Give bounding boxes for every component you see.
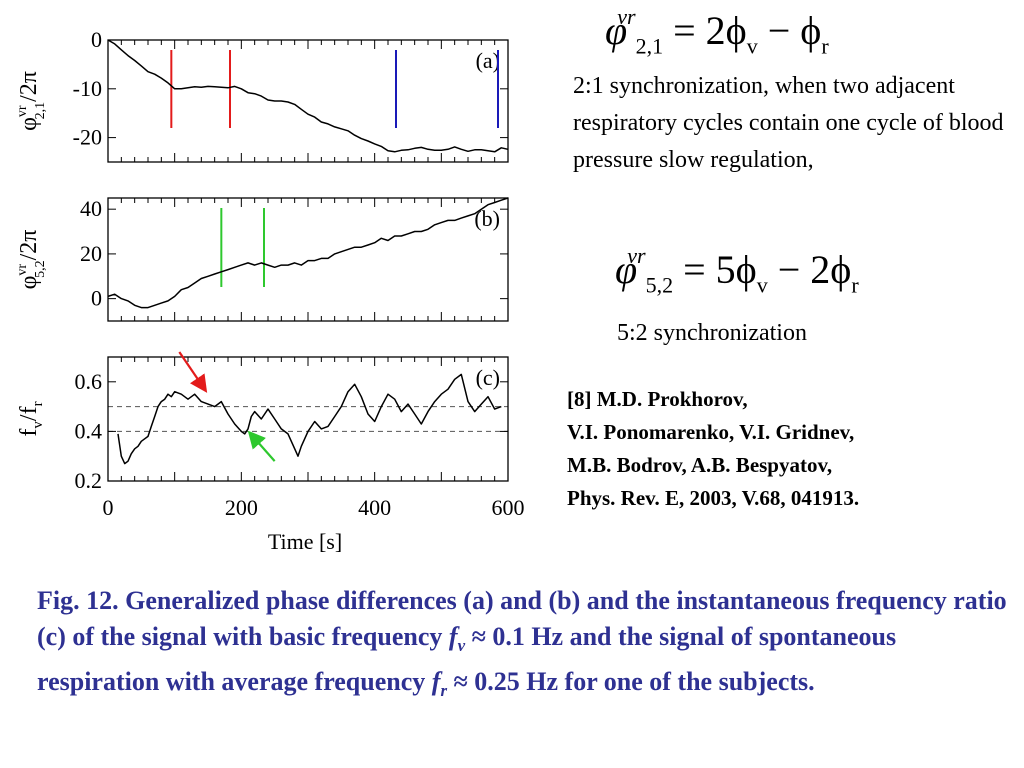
- y-tick-label: 0.2: [75, 468, 103, 493]
- y-tick-label: 40: [80, 196, 102, 221]
- formula-sub-v: v: [746, 33, 758, 59]
- formula-sub-r: r: [851, 272, 859, 298]
- caption-part-1: Fig. 12. Generalized phase differences (…: [37, 586, 1007, 651]
- series-line: [107, 39, 509, 153]
- x-tick-label: 400: [358, 495, 391, 520]
- panel-label: (c): [476, 365, 500, 390]
- panel-b-phase-5-2: 0 20 40 φvr 5,2/2π (b): [15, 196, 509, 322]
- note-5-2-synchronization: 5:2 synchronization: [617, 320, 807, 346]
- reference-block: [8] M.D. Prokhorov, V.I. Ponomarenko, V.…: [567, 383, 859, 515]
- caption-part-2: ≈ 0.1 Hz and the signal of spontaneous r…: [37, 622, 897, 696]
- caption-fr-sub: r: [440, 680, 448, 700]
- formula-rhs-b: − 2ϕ: [777, 246, 852, 292]
- x-tick-label: 0: [103, 495, 114, 520]
- formula-sup: vr: [627, 243, 646, 268]
- panel-label: (b): [474, 206, 500, 231]
- y-axis-label: fv/fr: [16, 401, 46, 436]
- charts-figure: 0 -10 -20 φvr 2,1/2π (a) 0 20 40 φvr 5,2/2π (b) 0.…: [15, 27, 525, 554]
- formula-lhs: φ: [605, 7, 628, 53]
- formula-rhs-b: − ϕ: [767, 7, 822, 53]
- y-tick-label: -20: [73, 125, 102, 150]
- y-tick-label: 0: [91, 27, 102, 52]
- y-axis-label: φvr 2,1/2π: [15, 71, 48, 131]
- figure-caption: Fig. 12. Generalized phase differences (…: [37, 583, 1017, 709]
- plot-frame: [107, 197, 509, 322]
- formula-2-1: φvr 2,1 = 2ϕv − ϕr: [605, 4, 829, 60]
- caption-fr: f: [431, 666, 441, 696]
- formula-5-2: φvr 5,2 = 5ϕv − 2ϕr: [615, 243, 859, 299]
- series-line: [117, 373, 502, 465]
- reference-line-1: [8] M.D. Prokhorov,: [567, 387, 748, 411]
- reference-line-3: M.B. Bodrov, A.B. Bespyatov,: [567, 453, 833, 477]
- formula-rhs-a: = 5ϕ: [683, 246, 757, 292]
- formula-lhs: φ: [615, 246, 638, 292]
- plot-frame: [107, 356, 509, 482]
- highlight-arrow: [247, 430, 276, 462]
- note-2-1-synchronization: 2:1 synchronization, when two adjacent r…: [573, 73, 1004, 173]
- y-tick-label: 20: [80, 241, 102, 266]
- y-tick-label: 0.4: [75, 418, 103, 443]
- panel-c-frequency-ratio: 0.2 0.4 0.6 0 200 400 600 Time [s] fv/fr (c): [16, 351, 525, 554]
- caption-fv: f: [448, 622, 458, 651]
- y-tick-label: 0: [91, 286, 102, 311]
- formula-sub: 2,1: [635, 33, 664, 59]
- formula-sup: vr: [617, 4, 636, 29]
- caption-fv-sub: v: [457, 635, 466, 655]
- formula-sub-v: v: [756, 272, 768, 298]
- formula-rhs-a: = 2ϕ: [673, 7, 747, 53]
- x-tick-label: 600: [492, 495, 525, 520]
- y-tick-label: 0.6: [75, 369, 103, 394]
- series-line: [107, 197, 509, 309]
- panel-label: (a): [476, 48, 500, 73]
- x-axis-label: Time [s]: [268, 529, 342, 554]
- y-axis-label: φvr 5,2/2π: [15, 230, 48, 290]
- formula-sub-r: r: [821, 33, 829, 59]
- x-tick-label: 200: [225, 495, 258, 520]
- formula-sub: 5,2: [645, 272, 674, 298]
- plot-frame: [107, 39, 509, 163]
- panel-a-phase-2-1: 0 -10 -20 φvr 2,1/2π (a): [15, 27, 509, 163]
- reference-line-2: V.I. Ponomarenko, V.I. Gridnev,: [567, 420, 855, 444]
- y-tick-label: -10: [73, 76, 102, 101]
- reference-line-4: Phys. Rev. E, 2003, V.68, 041913.: [567, 486, 860, 510]
- highlight-arrow: [178, 351, 208, 393]
- caption-part-3: ≈ 0.25 Hz for one of the subjects.: [447, 666, 815, 696]
